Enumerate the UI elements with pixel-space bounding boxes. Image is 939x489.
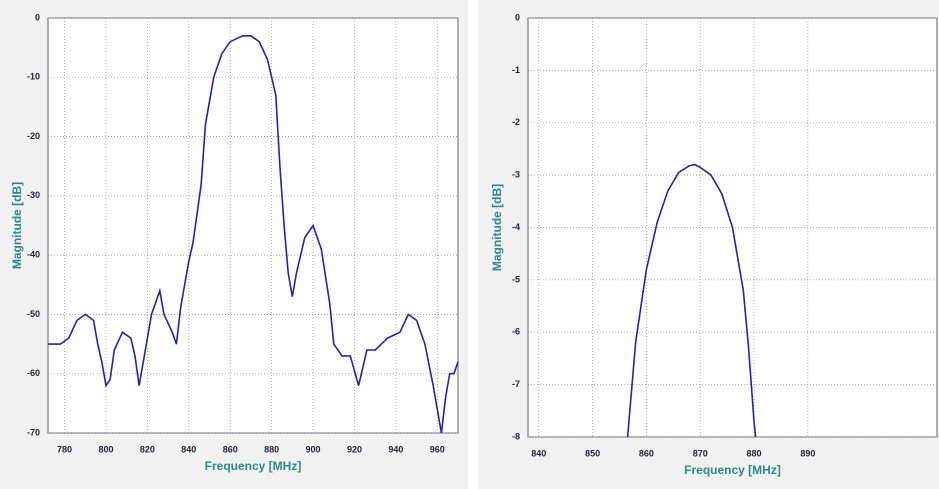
y-tick-label: -30	[27, 190, 40, 200]
x-tick-label: 840	[181, 444, 196, 454]
x-axis-label: Frequency [MHz]	[684, 463, 781, 477]
y-tick-label: -6	[512, 327, 520, 337]
x-tick-label: 890	[800, 448, 815, 458]
y-tick-label: -60	[27, 368, 40, 378]
y-tick-label: -1	[512, 65, 520, 75]
y-tick-label: -40	[27, 250, 40, 260]
x-tick-label: 800	[98, 444, 113, 454]
data-line	[626, 163, 757, 438]
y-tick-label: -50	[27, 309, 40, 319]
y-tick-label: -2	[512, 117, 520, 127]
y-tick-label: -7	[512, 379, 520, 389]
x-axis-label: Frequency [MHz]	[205, 459, 302, 473]
plot-area	[47, 17, 459, 434]
y-tick-label: -10	[27, 72, 40, 82]
x-tick-label: 840	[531, 448, 546, 458]
x-tick-label: 900	[306, 444, 321, 454]
y-axis-label: Magnitude [dB]	[490, 184, 504, 271]
x-tick-label: 920	[347, 444, 362, 454]
y-tick-label: -3	[512, 170, 520, 180]
y-tick-label: -8	[512, 431, 520, 441]
x-tick-label: 960	[430, 444, 445, 454]
x-tick-label: 940	[388, 444, 403, 454]
x-tick-label: 820	[140, 444, 155, 454]
y-tick-label: -20	[27, 131, 40, 141]
x-tick-label: 880	[264, 444, 279, 454]
x-tick-label: 860	[223, 444, 238, 454]
x-tick-label: 880	[747, 448, 762, 458]
y-tick-label: 0	[35, 12, 40, 22]
x-tick-label: 870	[693, 448, 708, 458]
y-tick-label: -70	[27, 427, 40, 437]
y-tick-label: -4	[512, 222, 520, 232]
y-axis-label: Magnitude [dB]	[10, 182, 24, 269]
x-tick-label: 860	[639, 448, 654, 458]
x-tick-label: 780	[57, 444, 72, 454]
y-tick-label: 0	[515, 12, 520, 22]
data-line	[48, 35, 459, 434]
y-tick-label: -5	[512, 274, 520, 284]
x-tick-label: 850	[585, 448, 600, 458]
